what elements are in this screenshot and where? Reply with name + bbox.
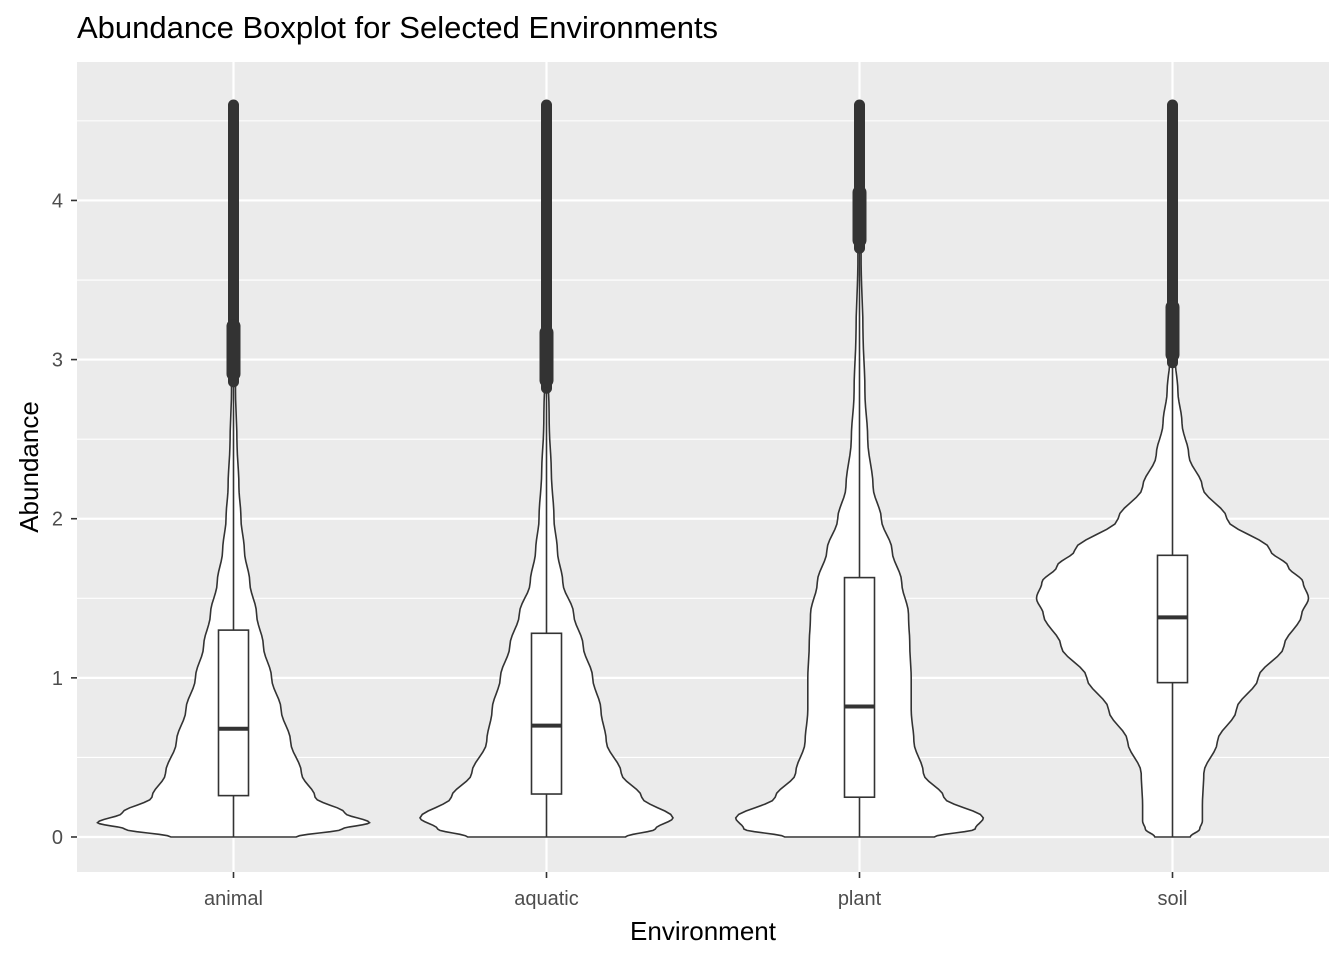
- violin-group-soil: [1035, 99, 1310, 838]
- x-axis-title: Environment: [630, 916, 777, 946]
- y-tick-label: 2: [52, 509, 63, 531]
- x-tick-label-animal: animal: [204, 888, 263, 910]
- x-tick-label-aquatic: aquatic: [514, 888, 579, 910]
- violins: [96, 99, 1310, 838]
- violin-group-animal: [96, 99, 371, 838]
- violin-group-aquatic: [419, 99, 674, 838]
- box-aquatic: [530, 632, 563, 795]
- axes: 0 1 2 3 4 animal aquatic plant soil: [52, 190, 1188, 910]
- y-axis-title: Abundance: [14, 401, 44, 533]
- y-tick-label: 0: [52, 827, 63, 849]
- box-animal: [217, 629, 250, 797]
- chart-title: Abundance Boxplot for Selected Environme…: [77, 10, 719, 45]
- y-tick-label: 3: [52, 350, 63, 372]
- y-tick-label: 1: [52, 668, 63, 690]
- x-tick-label-soil: soil: [1157, 888, 1187, 910]
- box-plant: [843, 576, 876, 799]
- y-tick-label: 4: [52, 190, 63, 212]
- x-tick-label-plant: plant: [838, 888, 882, 910]
- violin-group-plant: [734, 99, 985, 838]
